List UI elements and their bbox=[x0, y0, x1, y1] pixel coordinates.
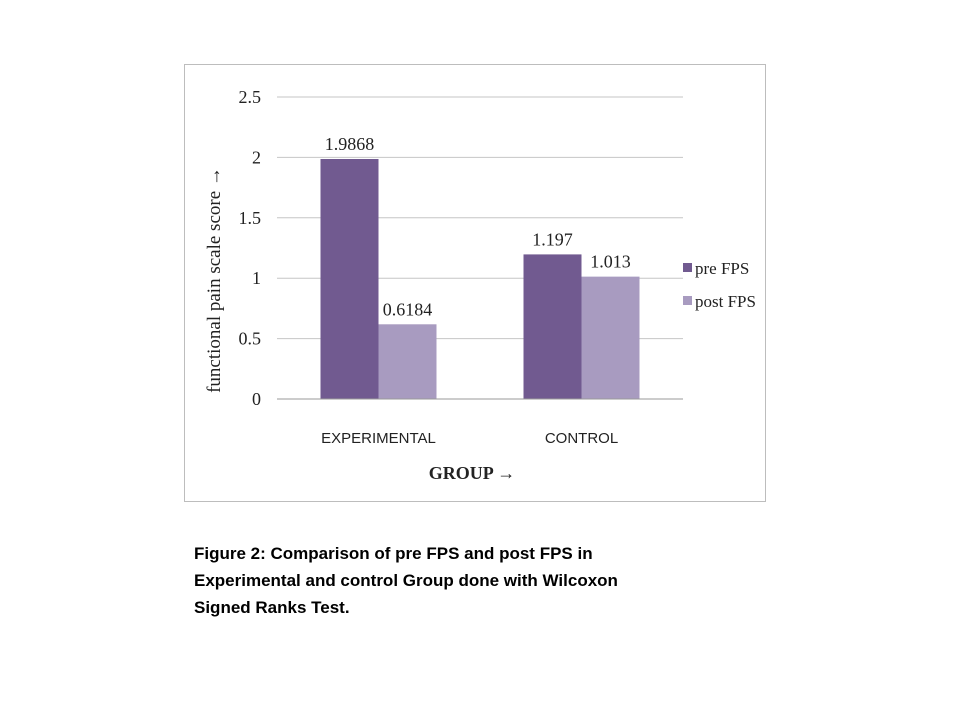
bar-pre-fps-control bbox=[523, 254, 582, 399]
legend-label-post-fps: post FPS bbox=[695, 292, 756, 311]
bar-post-fps-experimental bbox=[378, 324, 437, 399]
legend: pre FPS post FPS bbox=[683, 259, 756, 311]
x-axis-categories: EXPERIMENTAL CONTROL bbox=[321, 430, 618, 447]
bar-post-fps-control bbox=[581, 276, 640, 399]
data-label-pre-fps-control: 1.197 bbox=[532, 229, 573, 249]
legend-swatch-post-fps bbox=[683, 296, 692, 305]
data-label-post-fps-control: 1.013 bbox=[590, 252, 631, 272]
bars bbox=[320, 158, 640, 399]
x-category-label-experimental: EXPERIMENTAL bbox=[321, 430, 436, 447]
y-tick-label: 2 bbox=[252, 147, 261, 167]
y-tick-label: 1.5 bbox=[239, 208, 262, 228]
bar-pre-fps-experimental bbox=[320, 158, 379, 399]
caption-line-3: Signed Ranks Test. bbox=[194, 598, 350, 617]
y-tick-label: 2.5 bbox=[239, 87, 262, 107]
data-label-post-fps-experimental: 0.6184 bbox=[383, 299, 433, 319]
legend-swatch-pre-fps bbox=[683, 263, 692, 272]
y-tick-label: 1 bbox=[252, 268, 261, 288]
x-axis-title: GROUP → bbox=[429, 463, 516, 483]
y-axis-title: functional pain scale score → bbox=[204, 167, 225, 393]
caption-line-1: Figure 2: Comparison of pre FPS and post… bbox=[194, 544, 593, 563]
y-tick-label: 0.5 bbox=[239, 329, 262, 349]
bar-chart: 0 0.5 1 1.5 2 2.5 1.9868 0.6184 1.197 1.013 EXPE… bbox=[204, 87, 756, 483]
data-labels: 1.9868 0.6184 1.197 1.013 bbox=[325, 134, 631, 319]
legend-label-pre-fps: pre FPS bbox=[695, 259, 749, 278]
caption-line-2: Experimental and control Group done with… bbox=[194, 571, 618, 590]
figure-caption: Figure 2: Comparison of pre FPS and post… bbox=[194, 540, 754, 621]
y-tick-label: 0 bbox=[252, 389, 261, 409]
data-label-pre-fps-experimental: 1.9868 bbox=[325, 134, 375, 154]
x-category-label-control: CONTROL bbox=[545, 430, 618, 447]
chart-frame: 0 0.5 1 1.5 2 2.5 1.9868 0.6184 1.197 1.013 EXPE… bbox=[184, 64, 766, 502]
y-axis-ticks: 0 0.5 1 1.5 2 2.5 bbox=[239, 87, 262, 409]
